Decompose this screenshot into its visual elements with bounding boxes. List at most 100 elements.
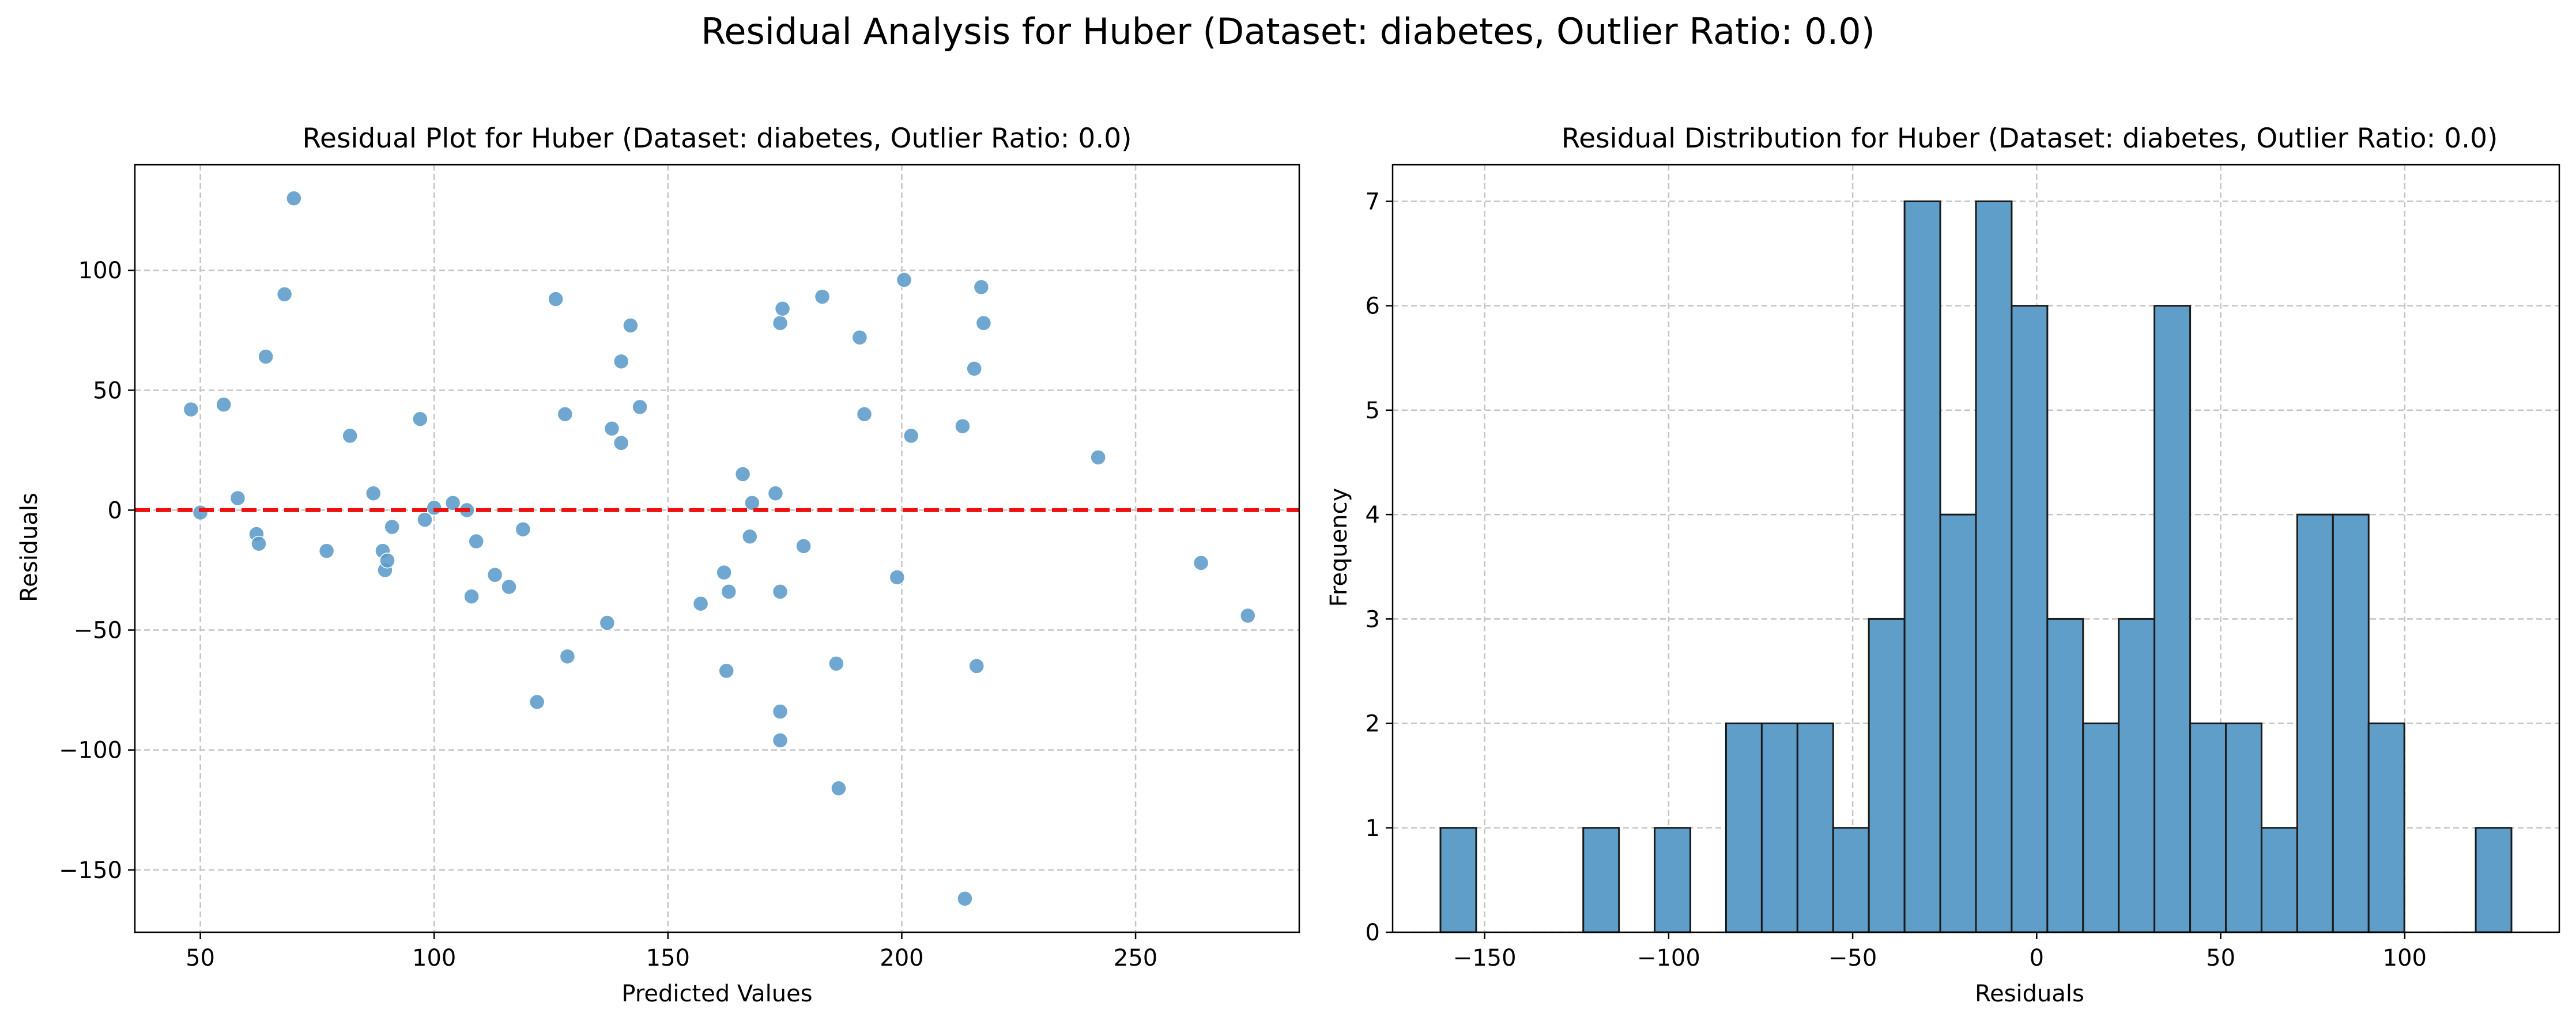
scatter-gridlines	[135, 165, 1299, 932]
scatter-point	[468, 533, 484, 550]
scatter-point	[1090, 449, 1106, 466]
histogram-title: Residual Distribution for Huber (Dataset…	[1562, 123, 2498, 154]
scatter-point	[767, 485, 784, 502]
scatter-point	[258, 349, 274, 365]
histogram-y-axis-label: Frequency	[1326, 488, 1352, 607]
scatter-point	[515, 521, 531, 538]
scatter-point	[896, 272, 912, 288]
scatter-point	[286, 190, 302, 207]
histogram-bar	[1760, 723, 1798, 933]
x-tick-label: −50	[1828, 945, 1877, 971]
histogram-y-ticks: 0 1 2 3 4 5 6 7	[1366, 188, 1393, 946]
histogram-bar	[1654, 827, 1692, 933]
figure-title: Residual Analysis for Huber (Dataset: di…	[701, 10, 1875, 52]
scatter-point	[973, 279, 990, 296]
histogram-bar	[2011, 305, 2049, 933]
histogram-plot-frame	[1391, 164, 2560, 933]
histogram-bar	[2332, 513, 2370, 933]
x-tick-label: 50	[2206, 945, 2235, 971]
scatter-point	[365, 485, 382, 502]
y-tick-label: 7	[1366, 188, 1380, 215]
scatter-point	[251, 535, 267, 552]
histogram-bar	[1975, 200, 2013, 933]
histogram-bar	[2225, 723, 2262, 933]
histogram-bar	[2082, 723, 2120, 933]
scatter-point	[772, 732, 789, 748]
scatter-point	[318, 543, 335, 559]
histogram-bar	[2153, 305, 2192, 933]
y-tick-label: 2	[1366, 711, 1380, 737]
scatter-point	[192, 504, 209, 521]
scatter-x-axis-label: Predicted Values	[621, 981, 812, 1007]
scatter-point	[444, 495, 461, 511]
scatter-point	[721, 584, 737, 600]
scatter-y-axis-label: Residuals	[16, 493, 43, 602]
x-tick-label: −150	[1453, 945, 1517, 971]
scatter-point	[795, 538, 812, 554]
y-tick-label: 4	[1366, 502, 1380, 528]
x-tick-label: 150	[646, 945, 690, 971]
histogram-bar	[2260, 827, 2298, 933]
y-tick-label: 50	[93, 377, 122, 404]
scatter-point	[426, 500, 442, 516]
scatter-point	[229, 490, 246, 506]
histogram-bar	[2189, 723, 2227, 933]
histogram-bar	[1439, 827, 1477, 933]
x-tick-label: 250	[1114, 945, 1157, 971]
scatter-point	[889, 569, 906, 585]
scatter-panel: 50 100 150 200 250 −150 −100 −50 0 50 100 Residua…	[16, 123, 1300, 1007]
histogram-bar	[1939, 513, 1977, 933]
scatter-point	[851, 329, 868, 346]
scatter-point	[559, 648, 576, 665]
histogram-bars	[1439, 200, 2513, 933]
scatter-point	[384, 519, 400, 535]
y-tick-label: 6	[1366, 293, 1380, 320]
scatter-point	[548, 291, 564, 307]
scatter-point	[774, 301, 791, 317]
histogram-bar	[1832, 827, 1870, 933]
scatter-point	[216, 396, 232, 413]
scatter-point	[716, 564, 732, 581]
scatter-point	[1193, 555, 1209, 571]
y-tick-label: −100	[59, 737, 122, 764]
scatter-point	[692, 595, 709, 612]
scatter-point	[599, 615, 616, 631]
scatter-point	[966, 361, 982, 377]
scatter-point	[529, 694, 545, 710]
y-tick-label: 1	[1366, 815, 1380, 842]
histogram-panel: −150 −100 −50 0 50 100 0 1 2 3 4 5 6 7 Residual Dist…	[1326, 123, 2560, 1007]
x-tick-label: −100	[1637, 945, 1700, 971]
y-tick-label: 0	[108, 497, 122, 524]
histogram-x-ticks: −150 −100 −50 0 50 100	[1453, 932, 2427, 971]
scatter-point	[557, 406, 574, 422]
y-tick-label: 100	[78, 258, 122, 284]
x-tick-label: 200	[880, 945, 923, 971]
scatter-plot-frame	[134, 164, 1300, 933]
scatter-point	[417, 512, 433, 528]
scatter-title: Residual Plot for Huber (Dataset: diabet…	[302, 123, 1132, 154]
scatter-point	[613, 435, 629, 451]
scatter-point	[856, 406, 873, 422]
y-tick-label: 5	[1366, 398, 1380, 424]
scatter-y-ticks: −150 −100 −50 0 50 100	[59, 258, 135, 884]
y-tick-label: −150	[59, 857, 122, 884]
scatter-point	[903, 428, 919, 444]
histogram-x-axis-label: Residuals	[1975, 981, 2084, 1007]
scatter-point	[975, 315, 992, 331]
scatter-point	[742, 528, 758, 544]
x-tick-label: 0	[2030, 945, 2044, 971]
scatter-point	[183, 401, 199, 418]
scatter-point	[772, 315, 789, 331]
scatter-point	[623, 317, 639, 334]
x-tick-label: 100	[2383, 945, 2427, 971]
histogram-bar	[2475, 827, 2513, 933]
scatter-x-ticks: 50 100 150 200 250	[186, 932, 1157, 971]
scatter-point	[744, 495, 760, 511]
scatter-point	[604, 421, 620, 437]
scatter-point	[772, 584, 789, 600]
scatter-point	[463, 588, 480, 604]
scatter-point	[632, 399, 648, 415]
scatter-point	[486, 567, 503, 583]
scatter-point	[1240, 607, 1256, 624]
